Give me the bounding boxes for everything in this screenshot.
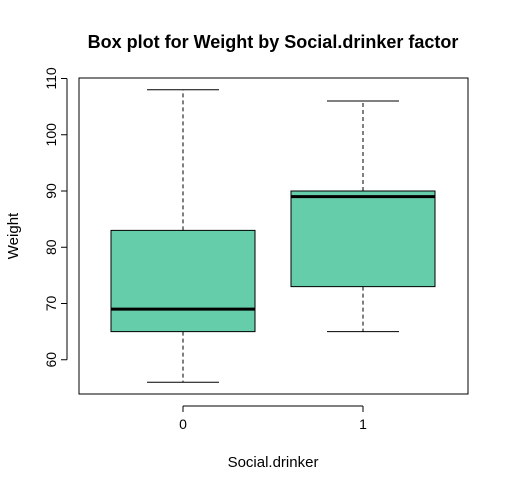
box-iqr — [110, 229, 256, 333]
y-tick-label: 100 — [43, 123, 59, 147]
boxes-layer — [110, 89, 436, 383]
y-tick-label: 70 — [43, 296, 59, 312]
y-tick-label: 80 — [43, 239, 59, 255]
x-tick-label: 1 — [359, 416, 367, 432]
chart-title: Box plot for Weight by Social.drinker fa… — [88, 32, 459, 52]
x-tick-label: 0 — [179, 416, 187, 432]
x-axis-label: Social.drinker — [228, 454, 319, 471]
box-group-0 — [110, 89, 256, 383]
y-axis-label: Weight — [5, 212, 22, 259]
y-tick-label: 60 — [43, 352, 59, 368]
plot-frame — [78, 77, 469, 395]
box-group-1 — [290, 100, 436, 333]
y-axis: 60 70 80 90 100 110 — [43, 67, 68, 368]
y-tick-label: 110 — [43, 67, 59, 90]
box-iqr — [290, 190, 436, 288]
y-tick-label: 90 — [43, 183, 59, 199]
